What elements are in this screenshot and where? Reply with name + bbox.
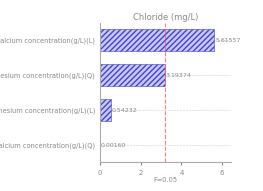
Text: 0.54232: 0.54232 [112,108,138,113]
Text: 3.19374: 3.19374 [166,73,192,78]
Bar [100,29,214,51]
X-axis label: F=0.05: F=0.05 [154,177,178,183]
Bar [100,64,165,86]
Title: Chloride (mg/L): Chloride (mg/L) [133,13,198,22]
Text: 0.00160: 0.00160 [101,143,126,148]
Text: 5.61557: 5.61557 [215,38,241,43]
Bar [100,99,111,121]
